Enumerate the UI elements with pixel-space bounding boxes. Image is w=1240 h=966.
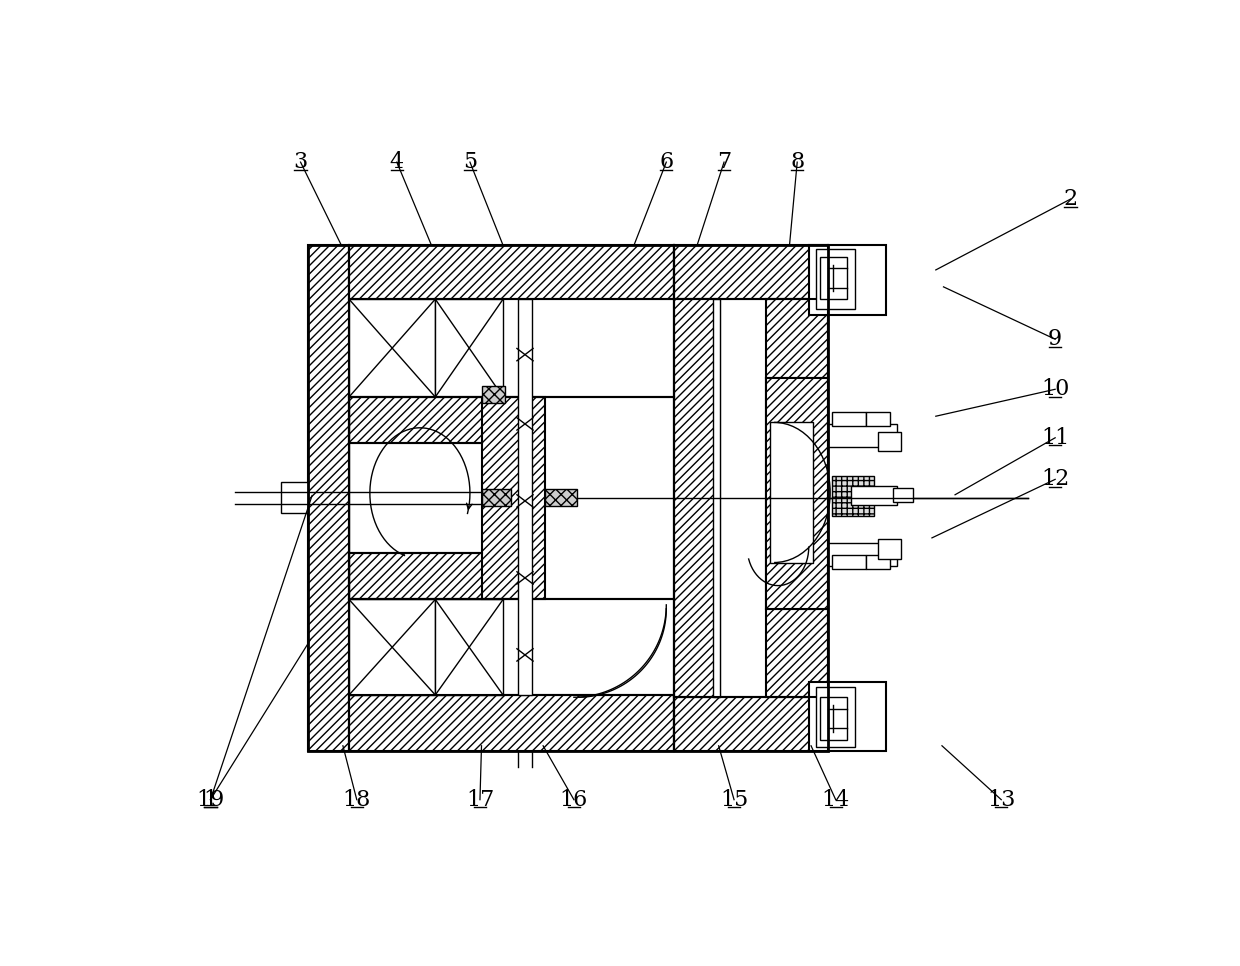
Text: 2: 2 [1064,188,1078,210]
Bar [481,386,505,403]
Text: 7: 7 [717,151,732,173]
Bar [766,299,828,697]
Bar [350,299,435,397]
Bar [828,424,898,447]
Bar [309,245,828,752]
Bar [435,600,503,695]
Bar [816,249,854,309]
Text: 8: 8 [790,151,805,173]
Bar [675,245,828,299]
Bar [832,476,874,516]
Bar [544,490,577,506]
Text: 18: 18 [342,788,371,810]
Bar [851,486,898,505]
Bar [894,488,913,502]
Bar [867,554,889,569]
Bar [878,539,901,558]
Text: 6: 6 [660,151,673,173]
Bar [808,245,885,315]
Bar [435,299,503,397]
Text: 4: 4 [389,151,404,173]
Bar [828,543,898,566]
Bar [481,397,544,600]
Bar [867,412,889,426]
Bar [350,245,675,299]
Bar [878,432,901,451]
Bar [350,695,675,752]
Text: 3: 3 [294,151,308,173]
Bar [350,397,503,443]
Text: 12: 12 [1042,469,1069,491]
Text: 14: 14 [822,788,849,810]
Bar [808,682,885,752]
Text: 17: 17 [466,788,494,810]
Text: 10: 10 [1040,379,1069,400]
Text: 13: 13 [987,788,1016,810]
Bar [821,697,847,740]
Text: 11: 11 [1042,427,1069,449]
Bar [675,299,720,697]
Bar [350,554,503,600]
Bar [713,299,720,697]
Bar [675,697,828,752]
Bar [350,600,435,695]
Text: 1: 1 [203,788,217,810]
Bar [816,687,854,748]
Bar [832,412,867,426]
Bar [518,299,532,695]
Text: 5: 5 [463,151,477,173]
Bar [281,482,309,513]
Bar [481,490,511,506]
Bar [766,378,828,609]
Text: 15: 15 [720,788,748,810]
Bar [770,422,812,562]
Bar [832,554,867,569]
Text: 16: 16 [559,788,588,810]
Text: 9: 9 [1048,328,1063,351]
Bar [309,245,350,752]
Text: 19: 19 [196,788,224,810]
Bar [821,257,847,299]
